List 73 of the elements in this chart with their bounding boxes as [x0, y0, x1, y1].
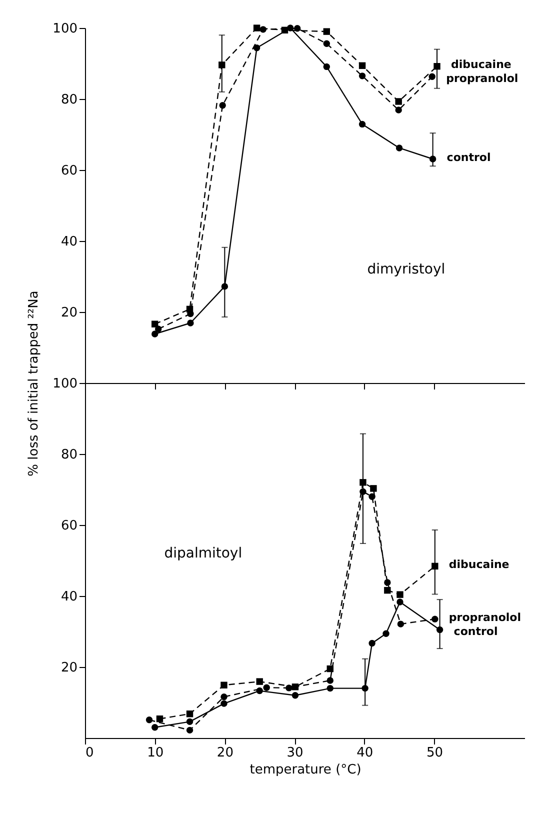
point — [360, 479, 366, 486]
y-tick-label: 60 — [60, 164, 78, 178]
series-label: control — [454, 624, 498, 638]
point — [395, 106, 402, 114]
point — [220, 693, 228, 700]
point — [263, 684, 270, 691]
point — [395, 98, 402, 105]
point — [146, 716, 153, 724]
point — [384, 579, 391, 586]
x-axis-title: temperature (°C) — [250, 762, 362, 778]
point — [368, 640, 376, 647]
annotation: dimyristoyl — [367, 261, 446, 278]
point — [151, 724, 158, 731]
x-tick-label: 30 — [286, 746, 304, 760]
point — [292, 692, 299, 699]
x-tick-label: 50 — [426, 746, 443, 760]
point — [358, 62, 366, 69]
point — [396, 598, 404, 606]
y-tick-label: 80 — [60, 92, 78, 108]
point — [428, 73, 436, 80]
series-label: dibucaine — [448, 558, 510, 572]
point — [432, 616, 438, 622]
series-label: control — [446, 150, 491, 164]
point — [396, 144, 403, 152]
point — [186, 726, 194, 734]
y-axis-title: % loss of initial trapped ²²Na — [26, 290, 42, 476]
point — [253, 44, 260, 52]
point — [256, 678, 263, 685]
point — [360, 488, 366, 495]
series-label: dibucaine — [451, 58, 512, 72]
point — [323, 28, 330, 35]
x-tick-label: 20 — [216, 746, 234, 760]
point — [358, 120, 366, 128]
point — [154, 326, 162, 332]
point — [220, 682, 228, 688]
point — [186, 710, 194, 718]
point — [323, 63, 330, 70]
point — [396, 591, 404, 598]
point — [370, 485, 377, 492]
point — [286, 684, 292, 692]
point — [323, 40, 330, 47]
point — [326, 684, 334, 692]
y-tick-label: 100 — [52, 376, 78, 392]
y-tick-label: 60 — [60, 518, 78, 534]
series-label: propranolol — [446, 72, 518, 86]
point — [151, 330, 158, 338]
y-tick-label: 40 — [60, 590, 78, 604]
point — [186, 718, 194, 726]
point — [220, 700, 228, 707]
point — [326, 677, 334, 684]
point — [151, 320, 158, 328]
y-tick-label: 100 — [52, 22, 78, 36]
point — [187, 320, 194, 326]
point — [397, 620, 404, 628]
x-tick-label: 10 — [147, 746, 164, 760]
series-label: propranolol — [448, 610, 521, 624]
point — [368, 493, 376, 500]
point — [219, 102, 226, 109]
y-tick-label: 20 — [60, 660, 78, 676]
point — [358, 72, 366, 80]
point — [253, 24, 260, 32]
x-tick-label: 40 — [356, 746, 374, 760]
point — [256, 687, 263, 694]
x-tick-label: 0 — [86, 746, 94, 760]
annotation: dipalmitoyl — [164, 545, 242, 562]
point — [294, 25, 301, 32]
point — [286, 24, 294, 32]
point — [260, 26, 266, 33]
point — [382, 630, 390, 637]
y-tick-label: 40 — [60, 234, 78, 250]
y-tick-label: 20 — [60, 306, 78, 320]
y-tick-label: 80 — [60, 448, 78, 462]
point — [156, 715, 164, 722]
